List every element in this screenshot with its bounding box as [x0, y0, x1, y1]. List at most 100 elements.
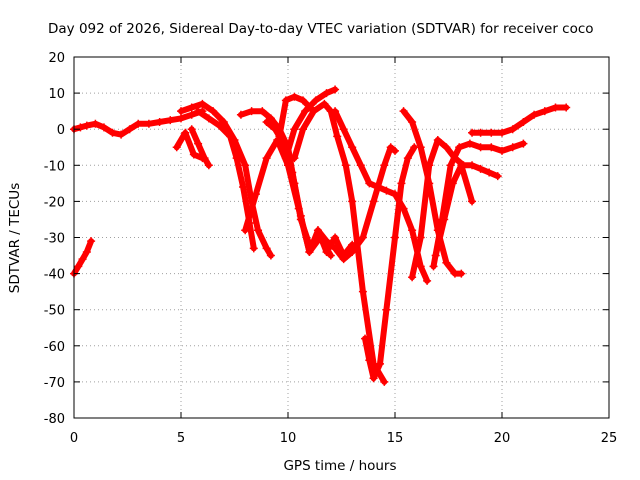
data-point-marker	[380, 377, 389, 386]
data-point-marker	[348, 197, 357, 206]
data-point-marker	[416, 262, 425, 271]
data-point-marker	[485, 168, 494, 177]
data-point-marker	[382, 186, 391, 195]
data-point-marker	[358, 233, 367, 242]
data-point-marker	[320, 99, 329, 108]
data-point-marker	[448, 179, 457, 188]
data-point-marker	[339, 125, 348, 134]
data-point-marker	[465, 139, 474, 148]
data-point-marker	[241, 161, 250, 170]
data-point-marker	[232, 154, 241, 163]
data-point-marker	[508, 125, 517, 134]
data-point-marker	[172, 143, 181, 152]
data-point-marker	[74, 262, 83, 271]
data-point-marker	[254, 226, 263, 235]
data-point-marker	[442, 143, 451, 152]
data-point-marker	[498, 128, 506, 137]
data-point-marker	[416, 233, 425, 242]
y-axis-label: SDTVAR / TECUs	[7, 183, 23, 293]
data-point-marker	[305, 247, 314, 256]
data-point-marker	[309, 107, 318, 116]
data-point-marker	[322, 247, 331, 256]
data-point-marker	[87, 237, 96, 246]
data-point-marker	[331, 233, 340, 242]
data-point-marker	[487, 128, 496, 137]
data-point-marker	[200, 154, 209, 163]
data-point-marker	[275, 132, 284, 141]
data-point-marker	[348, 143, 357, 152]
data-point-marker	[530, 110, 539, 119]
x-axis-label: GPS time / hours	[283, 458, 396, 474]
data-point-marker	[376, 359, 385, 368]
data-point-marker	[403, 154, 412, 163]
data-point-marker	[266, 114, 275, 123]
data-point-marker	[181, 128, 190, 137]
data-point-marker	[519, 117, 528, 126]
data-point-marker	[290, 154, 299, 163]
data-point-marker	[78, 255, 87, 264]
data-point-marker	[397, 179, 406, 188]
y-tick-label: 10	[48, 87, 65, 102]
data-point-marker	[281, 96, 290, 105]
data-point-marker	[239, 182, 248, 191]
data-point-marker	[382, 305, 391, 314]
data-point-marker	[493, 172, 502, 181]
series-arc-4	[173, 129, 206, 162]
y-tick-label: -30	[44, 232, 65, 247]
y-tick-label: -60	[44, 340, 65, 355]
series-arc-14	[332, 108, 431, 284]
data-point-marker	[298, 96, 307, 105]
data-point-marker	[476, 128, 485, 137]
x-tick-label: 15	[387, 431, 404, 446]
data-point-marker	[487, 143, 496, 152]
data-point-marker	[551, 103, 560, 112]
y-tick-label: -10	[44, 159, 65, 174]
x-tick-labels: 0 5 10 15 20 25	[70, 431, 617, 446]
data-point-marker	[429, 262, 438, 271]
data-point-marker	[540, 107, 549, 116]
data-point-marker	[187, 110, 196, 119]
data-point-marker	[194, 139, 203, 148]
data-point-marker	[358, 287, 367, 296]
data-point-marker	[365, 356, 374, 365]
series-arc-16	[400, 108, 465, 277]
data-point-marker	[279, 139, 288, 148]
y-tick-label: -20	[44, 195, 65, 210]
data-point-marker	[446, 161, 455, 170]
data-point-marker	[249, 244, 258, 253]
data-point-marker	[125, 125, 134, 134]
data-point-marker	[457, 161, 466, 170]
data-point-marker	[262, 244, 271, 253]
data-point-marker	[369, 374, 378, 383]
data-point-marker	[99, 123, 108, 132]
data-point-marker	[468, 161, 477, 170]
y-tick-label: 0	[57, 123, 65, 138]
data-point-marker	[386, 143, 395, 152]
data-point-marker	[423, 276, 432, 285]
data-point-marker	[189, 150, 198, 159]
data-point-marker	[333, 132, 342, 141]
x-tick-label: 10	[280, 431, 297, 446]
data-point-marker	[373, 182, 382, 191]
data-point-marker	[258, 107, 267, 116]
data-point-marker	[194, 107, 203, 116]
data-point-marker	[177, 114, 185, 123]
data-point-marker	[251, 190, 260, 199]
series-arc-20	[469, 104, 570, 136]
data-point-marker	[416, 143, 425, 152]
data-point-marker	[431, 251, 440, 260]
data-point-marker	[365, 179, 374, 188]
data-point-marker	[425, 161, 434, 170]
data-point-marker	[204, 161, 213, 170]
series-arc-18	[430, 140, 527, 270]
data-point-marker	[247, 107, 256, 116]
data-point-marker	[468, 197, 477, 206]
y-tick-label: -50	[44, 304, 65, 319]
data-point-marker	[290, 92, 299, 101]
data-point-marker	[288, 168, 297, 177]
data-point-marker	[380, 161, 389, 170]
data-point-marker	[508, 143, 517, 152]
data-point-marker	[476, 143, 485, 152]
data-point-marker	[82, 121, 91, 130]
data-point-marker	[519, 139, 528, 148]
